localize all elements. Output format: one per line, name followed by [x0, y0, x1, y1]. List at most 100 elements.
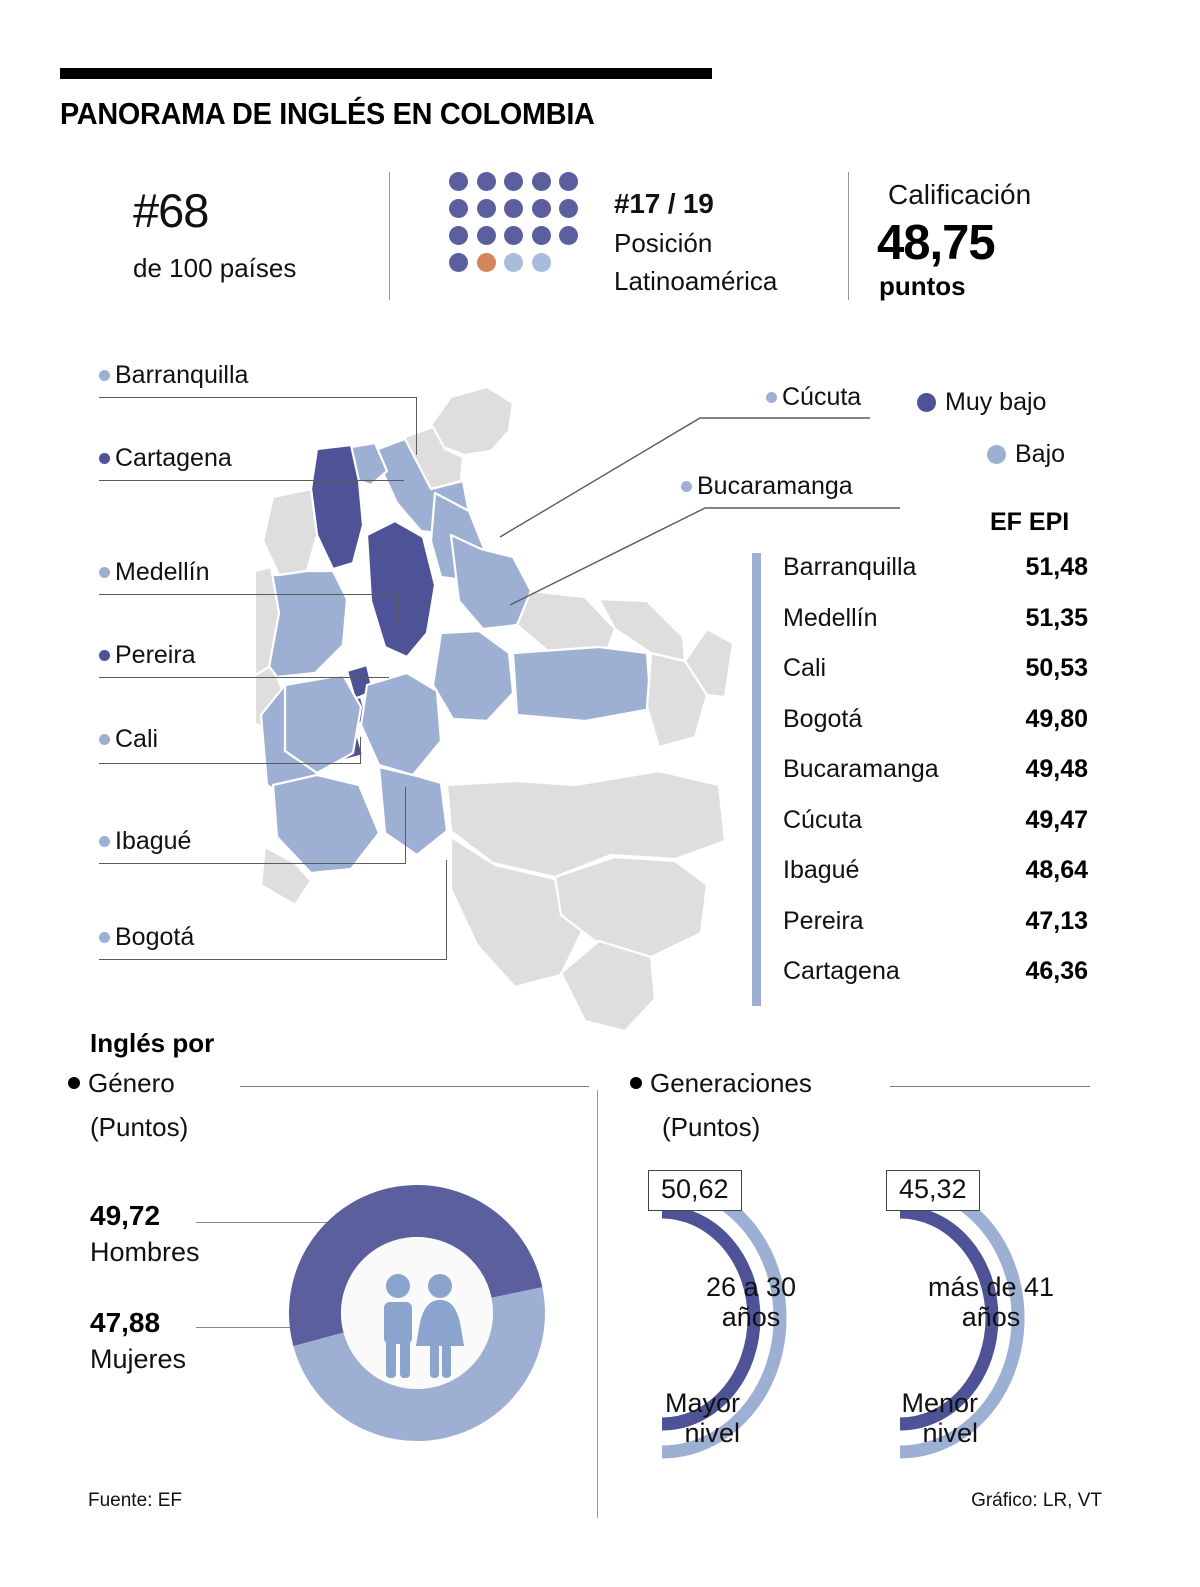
generation-1-level-line1: Mayor: [664, 1388, 740, 1418]
callout-dot-barranquilla: [99, 370, 110, 381]
bullet-icon-gender: [68, 1077, 80, 1089]
legend-muy-bajo: Muy bajo: [917, 388, 1046, 417]
generation-2-level: Menor nivel: [848, 1388, 978, 1448]
matrix-dot: [449, 253, 468, 272]
callout-label-pereira: Pereira: [115, 641, 196, 669]
gender-donut-chart: [287, 1183, 547, 1443]
leader-ibague-h: [99, 863, 406, 864]
matrix-dot: [531, 172, 551, 191]
generation-1-value: 50,62: [661, 1174, 729, 1204]
table-row: Ibagué 48,64: [783, 856, 1088, 907]
colombia-map: [253, 385, 735, 1035]
generation-2-age: más de 41 años: [906, 1272, 1076, 1332]
legend-dot-muy-bajo: [917, 393, 936, 412]
generation-2-level-line1: Menor: [901, 1388, 978, 1418]
callout-cartagena: Cartagena: [99, 444, 232, 473]
matrix-dot: [531, 253, 551, 272]
score-label: Calificación: [888, 179, 1032, 210]
women-leader-line: [196, 1327, 301, 1328]
callout-medellin: Medellín: [99, 558, 210, 587]
callout-label-cucuta: Cúcuta: [782, 383, 862, 411]
table-cell-score: 51,35: [1025, 603, 1088, 632]
leader-medellin-v: [398, 594, 399, 622]
world-rank-value: #68: [133, 184, 209, 237]
table-cell-city: Ibagué: [783, 856, 860, 884]
leader-bogota-h: [99, 959, 447, 960]
stats-divider-2: [848, 172, 849, 300]
world-rank-caption: de 100 países: [133, 253, 297, 283]
generation-1-age-line1: 26 a 30: [705, 1272, 797, 1302]
men-leader-line: [196, 1222, 344, 1223]
table-row: Cali 50,53: [783, 654, 1088, 705]
colombia-map-svg: [253, 385, 735, 1033]
source-text: Fuente: EF: [88, 1490, 182, 1511]
table-cell-score: 47,13: [1025, 906, 1088, 935]
leader-barranquilla-h: [99, 397, 417, 398]
dot-matrix-row: [449, 226, 581, 245]
women-score-label: Mujeres: [90, 1344, 187, 1374]
matrix-dot: [559, 172, 578, 191]
matrix-dot: [476, 253, 496, 272]
table-cell-score: 51,48: [1025, 553, 1088, 581]
matrix-dot: [476, 226, 496, 245]
matrix-dot: [504, 226, 523, 245]
callout-cucuta: Cúcuta: [766, 383, 861, 412]
generations-heading: Generaciones: [630, 1068, 812, 1099]
bullet-icon-generations: [630, 1077, 642, 1089]
callout-barranquilla: Barranquilla: [99, 361, 248, 390]
generations-heading-label: Generaciones: [650, 1068, 812, 1098]
men-score-value: 49,72: [90, 1200, 161, 1231]
generations-rule: [890, 1086, 1090, 1087]
table-cell-city: Medellín: [783, 603, 878, 632]
matrix-dot: [559, 226, 578, 245]
table-cell-score: 50,53: [1025, 654, 1088, 682]
table-header-ef-epi: EF EPI: [990, 508, 1070, 536]
score-value: 48,75: [877, 216, 996, 270]
leader-cucuta: [499, 417, 870, 538]
generation-1-level-line2: nivel: [684, 1418, 740, 1449]
callout-label-cartagena: Cartagena: [115, 444, 232, 472]
callout-cali: Cali: [99, 725, 158, 754]
callout-label-cali: Cali: [115, 725, 159, 753]
dot-matrix-row: [449, 199, 581, 218]
table-row: Medellín 51,35: [783, 604, 1088, 655]
table-row: Pereira 47,13: [783, 907, 1088, 958]
table-cell-city: Cúcuta: [783, 805, 863, 834]
table-cell-city: Bogotá: [783, 704, 863, 733]
credit-text: Gráfico: LR, VT: [971, 1490, 1102, 1511]
generation-2-age-line1: más de 41: [927, 1272, 1055, 1302]
female-figure-icon: [416, 1274, 464, 1378]
leader-barranquilla-v: [416, 397, 417, 455]
leader-medellin-h: [99, 594, 399, 595]
generations-unit: (Puntos): [662, 1112, 761, 1142]
matrix-dot: [449, 226, 468, 245]
legend-bajo: Bajo: [987, 440, 1065, 469]
generation-1-level: Mayor nivel: [610, 1388, 740, 1448]
callout-label-barranquilla: Barranquilla: [115, 361, 249, 389]
leader-ibague-v: [405, 787, 406, 864]
callout-dot-ibague: [99, 836, 110, 847]
legend-label-bajo: Bajo: [1015, 440, 1066, 468]
matrix-dot: [504, 253, 523, 272]
leader-pereira-h: [99, 677, 389, 678]
leader-cali-v: [360, 737, 361, 764]
leader-bogota-v: [446, 860, 447, 960]
dot-matrix-row: [449, 253, 581, 272]
legend-dot-bajo: [987, 445, 1006, 464]
latam-position-label-2: Latinoamérica: [614, 266, 778, 296]
generation-2-level-line2: nivel: [922, 1418, 978, 1449]
callout-bucaramanga: Bucaramanga: [681, 472, 853, 501]
table-cell-score: 49,47: [1025, 805, 1088, 834]
callout-label-medellin: Medellín: [115, 558, 210, 586]
page-title: PANORAMA DE INGLÉS EN COLOMBIA: [60, 96, 595, 131]
matrix-dot: [504, 172, 523, 191]
matrix-dot: [476, 199, 496, 218]
table-cell-score: 46,36: [1025, 957, 1088, 985]
latam-position-value: #17 / 19: [614, 188, 714, 219]
gender-heading: Género: [68, 1068, 175, 1099]
callout-dot-pereira: [99, 650, 110, 661]
leader-bucaramanga: [509, 507, 900, 606]
table-row: Cartagena 46,36: [783, 957, 1088, 1008]
generation-2-age-line2: años: [961, 1302, 1021, 1333]
score-unit: puntos: [879, 271, 966, 301]
